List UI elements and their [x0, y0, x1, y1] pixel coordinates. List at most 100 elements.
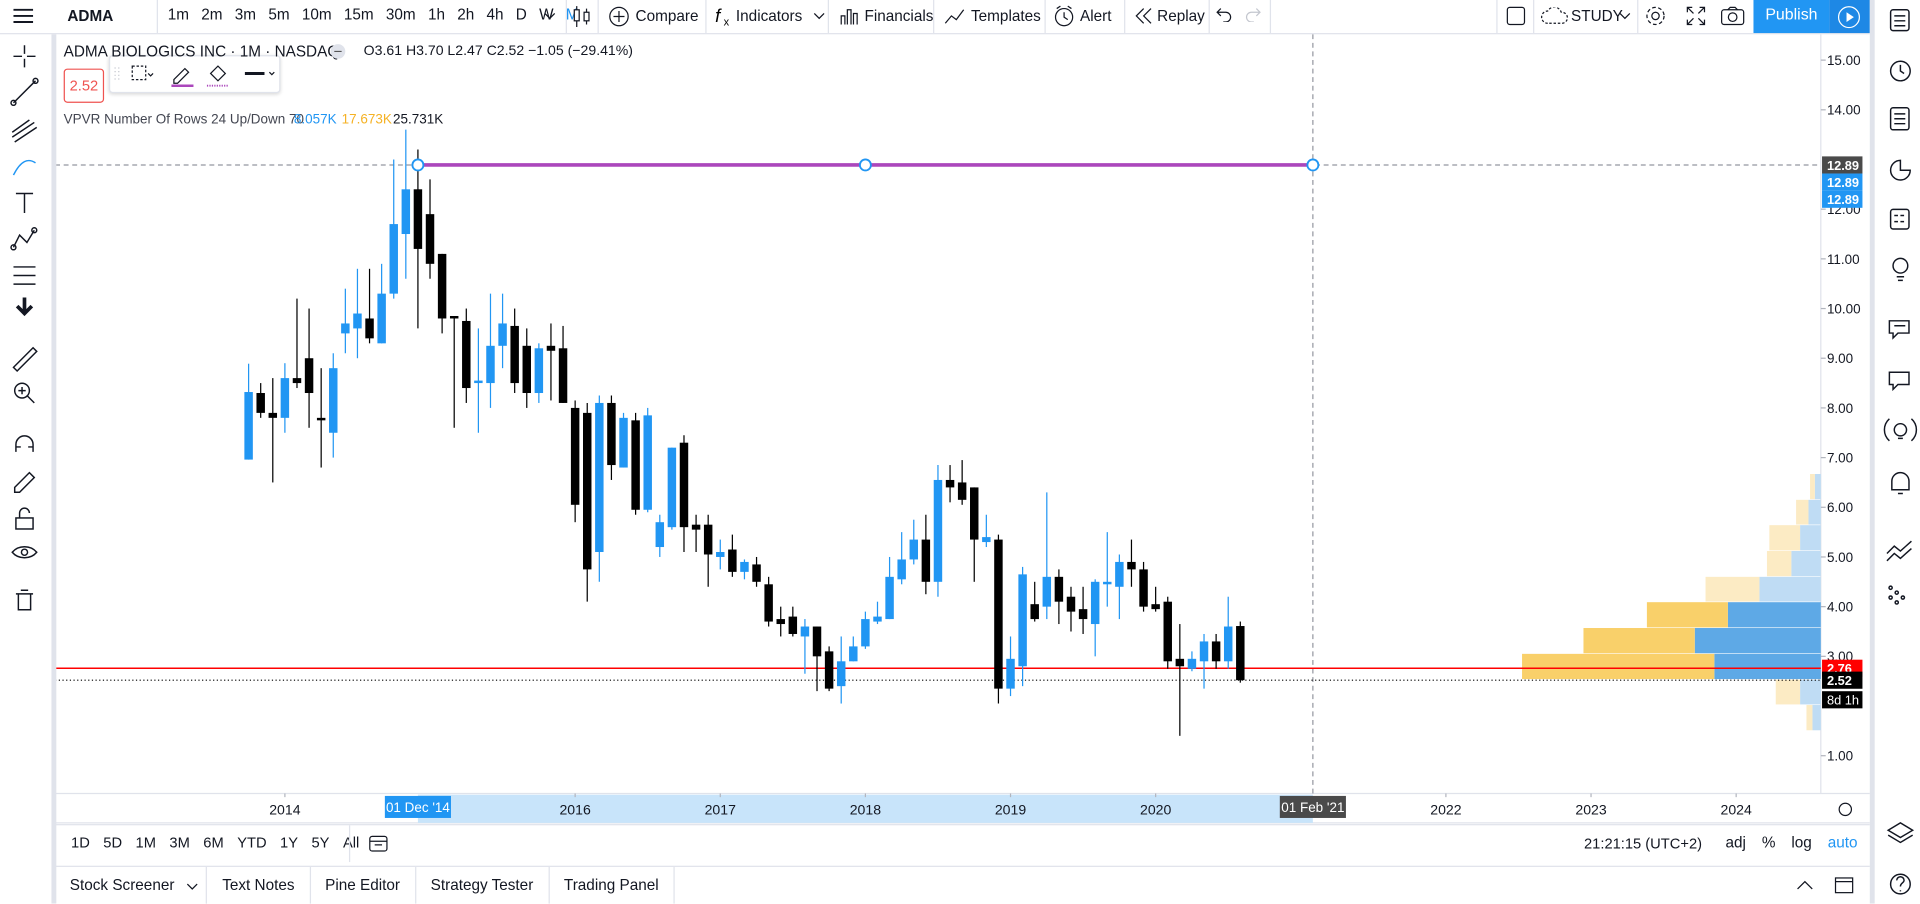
symbol[interactable]: ADMA: [67, 7, 114, 25]
vp-up-bar: [1694, 628, 1821, 654]
separator: [156, 0, 158, 34]
interval-button[interactable]: 4h: [486, 6, 504, 24]
candle-body: [788, 616, 798, 634]
interval-button[interactable]: 10m: [301, 6, 332, 24]
panel-controls[interactable]: [1795, 877, 1856, 894]
redo-icon[interactable]: [1244, 7, 1261, 23]
candle-body: [534, 348, 544, 394]
snapshot-icon[interactable]: [1720, 6, 1745, 26]
arrow-tool: [15, 297, 34, 317]
vp-up-bar: [1814, 473, 1821, 500]
financials-button[interactable]: Financials: [864, 7, 934, 25]
interval-button[interactable]: 2m: [201, 6, 223, 24]
remove-tool: [15, 589, 34, 611]
templates-icon[interactable]: [944, 6, 966, 26]
panel-tab[interactable]: Trading Panel: [549, 866, 675, 904]
interval-button[interactable]: 1m: [167, 6, 190, 24]
layout-name[interactable]: STUDY: [1571, 7, 1623, 25]
range-button[interactable]: 1D: [71, 833, 90, 852]
range-button[interactable]: 6M: [203, 833, 224, 852]
panel-tab[interactable]: Stock Screener: [55, 866, 208, 904]
indicators-button[interactable]: Indicators: [735, 7, 803, 25]
sidebar-icons[interactable]: [1880, 0, 1920, 904]
y-tick-label: 7.00: [1827, 450, 1853, 465]
panel-tab[interactable]: Pine Editor: [310, 866, 416, 904]
panel-tab[interactable]: Text Notes: [208, 866, 311, 904]
candle-body: [486, 345, 495, 384]
scale-option[interactable]: adj: [1725, 833, 1746, 852]
replay-button[interactable]: Replay: [1157, 7, 1205, 25]
scale-option[interactable]: %: [1761, 833, 1776, 852]
drawing-toolbar: [0, 34, 57, 904]
ruler-tool: [12, 346, 38, 373]
vp-down-bar: [1810, 473, 1815, 500]
axis-settings[interactable]: [1838, 802, 1853, 817]
panel-tab[interactable]: Strategy Tester: [416, 866, 550, 904]
candle-body: [522, 345, 531, 394]
range-list: 1D 5D 1M 3M 6M YTD 1Y 5Y All: [65, 834, 367, 851]
candle-body: [498, 323, 507, 346]
candle-body: [800, 626, 810, 637]
range-button[interactable]: 1M: [135, 833, 156, 852]
compare-button[interactable]: Compare: [635, 7, 699, 25]
interval-button[interactable]: 30m: [385, 6, 416, 24]
candle-body: [341, 323, 350, 334]
candle-body: [437, 253, 447, 319]
interval-button[interactable]: 2h: [457, 6, 475, 24]
compare-icon[interactable]: [609, 6, 630, 27]
price-input[interactable]: 2.52: [63, 68, 105, 103]
candle-body: [462, 320, 471, 389]
chevron[interactable]: [813, 10, 825, 22]
separator: [1637, 0, 1639, 34]
candle-body: [667, 447, 677, 528]
separator: [705, 0, 707, 34]
layout-icon[interactable]: [1506, 6, 1526, 26]
candles-icon[interactable]: [572, 5, 592, 28]
tool-icons[interactable]: [0, 34, 51, 622]
chevron[interactable]: [544, 10, 556, 22]
candle-body: [595, 402, 604, 553]
settings-icon[interactable]: [1644, 5, 1666, 27]
range-button[interactable]: YTD: [237, 833, 267, 852]
interval-button[interactable]: 5m: [268, 6, 290, 24]
replay-icon[interactable]: [1134, 7, 1154, 24]
interval-button[interactable]: 15m: [343, 6, 374, 24]
candle-body: [1042, 576, 1052, 607]
interval-button[interactable]: 1h: [427, 6, 445, 24]
cloud-icon[interactable]: [1540, 7, 1569, 24]
candle-body: [691, 524, 701, 530]
fullscreen-icon[interactable]: [1686, 6, 1706, 26]
range-button[interactable]: All: [342, 833, 360, 852]
templates-button[interactable]: Templates: [971, 7, 1041, 25]
range-button[interactable]: 3M: [169, 833, 190, 852]
interval-button[interactable]: 3m: [234, 6, 257, 24]
undo-icon[interactable]: [1216, 7, 1233, 23]
menu-icon[interactable]: [12, 7, 34, 24]
legend-toggle[interactable]: [329, 43, 346, 60]
candle-body: [474, 380, 483, 384]
y-tick-label: 4.00: [1827, 600, 1853, 615]
publish-button[interactable]: Publish: [1753, 0, 1830, 34]
range-button[interactable]: 1Y: [280, 833, 299, 852]
candle-body: [933, 479, 943, 582]
indicator-up: 8.057K: [293, 112, 337, 128]
range-button[interactable]: 5Y: [311, 833, 330, 852]
candle-body: [1223, 626, 1233, 662]
chevron[interactable]: [1619, 10, 1631, 22]
alert-button[interactable]: Alert: [1080, 7, 1112, 25]
scale-option[interactable]: log: [1791, 833, 1812, 852]
scale-option[interactable]: auto: [1827, 833, 1858, 852]
floating-tool-icons[interactable]: [110, 56, 279, 92]
candle-body: [945, 479, 955, 488]
alert-icon[interactable]: [1053, 5, 1076, 28]
interval-button[interactable]: D: [515, 6, 527, 24]
svg-text:f: f: [715, 5, 722, 26]
candle-body: [280, 378, 290, 418]
financials-icon[interactable]: [839, 6, 859, 26]
goto-date-icon[interactable]: [369, 834, 389, 852]
chevron[interactable]: [187, 880, 199, 892]
range-button[interactable]: 5D: [103, 833, 123, 852]
stream-button[interactable]: [1829, 0, 1870, 34]
